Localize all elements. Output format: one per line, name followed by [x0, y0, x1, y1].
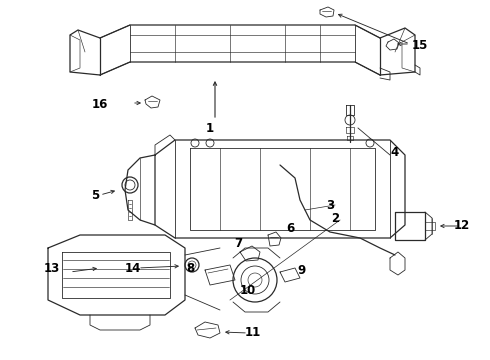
Text: 15: 15 — [412, 39, 428, 51]
Text: 4: 4 — [391, 145, 399, 158]
Text: 11: 11 — [245, 325, 261, 338]
Text: 2: 2 — [331, 212, 339, 225]
Text: 9: 9 — [298, 264, 306, 276]
Text: 14: 14 — [125, 261, 141, 274]
Text: 10: 10 — [240, 284, 256, 297]
Text: 16: 16 — [92, 98, 108, 111]
Text: 13: 13 — [44, 261, 60, 274]
Text: 6: 6 — [286, 221, 294, 234]
Text: 7: 7 — [234, 237, 242, 249]
Text: 12: 12 — [454, 219, 470, 231]
Text: 3: 3 — [326, 198, 334, 212]
Text: 1: 1 — [206, 122, 214, 135]
Text: 5: 5 — [91, 189, 99, 202]
Text: 8: 8 — [186, 261, 194, 274]
